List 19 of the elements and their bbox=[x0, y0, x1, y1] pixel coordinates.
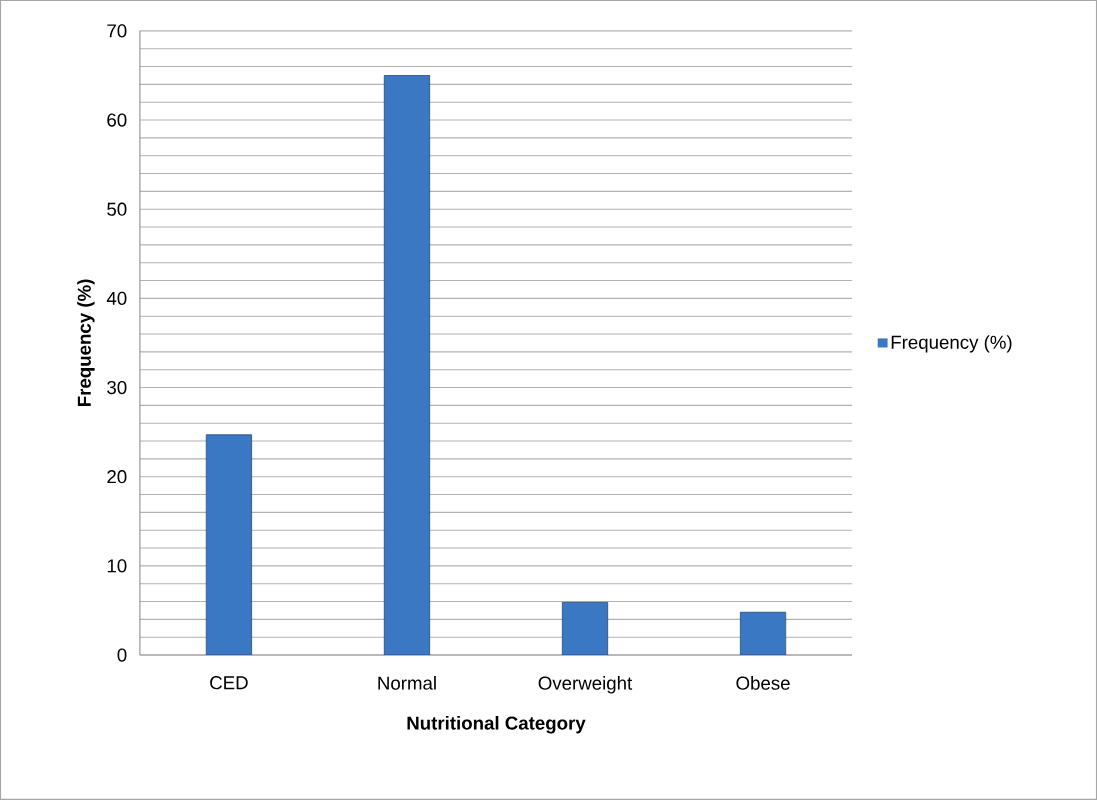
y-tick-label: 30 bbox=[107, 380, 127, 395]
y-axis-title: Frequency (%) bbox=[77, 279, 95, 407]
y-tick-label: 0 bbox=[117, 648, 127, 662]
y-tick-label: 40 bbox=[106, 291, 127, 306]
y-tick-label: 60 bbox=[107, 113, 127, 127]
y-tick-label: 70 bbox=[107, 24, 127, 38]
y-tick-label: 50 bbox=[107, 202, 127, 216]
y-tick-label: 20 bbox=[107, 470, 127, 484]
x-tick-label: Overweight bbox=[538, 676, 633, 694]
bar bbox=[739, 611, 787, 656]
x-tick-label: Normal bbox=[378, 676, 436, 690]
bar bbox=[383, 75, 431, 656]
bar bbox=[205, 434, 252, 656]
y-tick-label: 10 bbox=[107, 559, 127, 573]
x-tick-label: Obese bbox=[736, 676, 790, 690]
bar bbox=[561, 602, 609, 656]
x-axis-title: Nutritional Category bbox=[407, 716, 586, 734]
x-tick-label: CED bbox=[210, 676, 248, 690]
legend-label: Frequency (%) bbox=[891, 335, 1012, 353]
